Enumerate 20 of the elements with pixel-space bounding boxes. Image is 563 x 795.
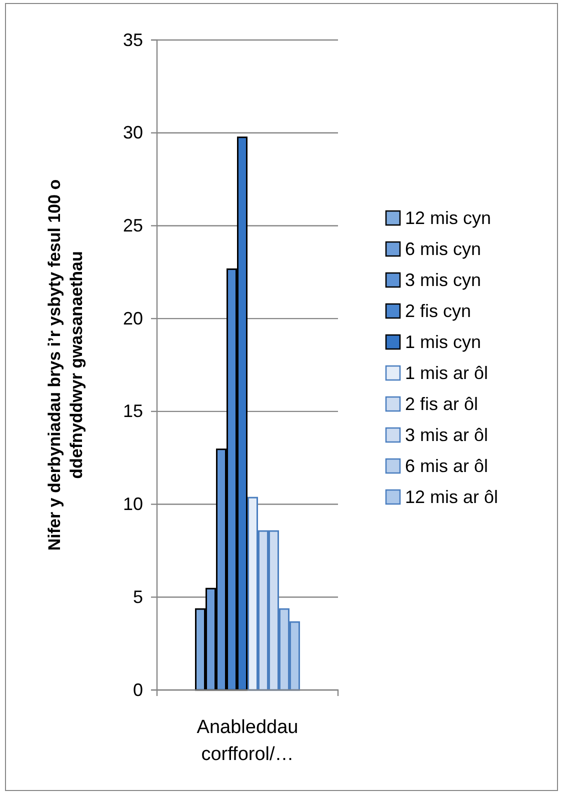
y-tick-label: 5 <box>132 586 143 607</box>
y-tick-label: 10 <box>122 494 143 514</box>
legend-label: 1 mis ar ôl <box>405 363 488 383</box>
legend-label: 12 mis cyn <box>405 208 492 228</box>
legend-label: 1 mis cyn <box>405 332 482 352</box>
y-tick-label: 20 <box>122 308 143 328</box>
legend-label: 3 mis ar ôl <box>405 425 488 445</box>
y-tick-label: 0 <box>132 680 143 700</box>
legend-label: 12 mis ar ôl <box>405 487 498 507</box>
legend-label: 3 mis cyn <box>405 270 482 290</box>
y-tick-label: 25 <box>122 215 143 236</box>
y-tick-label: 30 <box>122 122 143 143</box>
legend-label: 2 fis ar ôl <box>405 394 478 414</box>
x-tick-label: Anableddau corfforol/… <box>196 717 298 765</box>
legend-label: 2 fis cyn <box>405 301 472 321</box>
y-tick-label: 35 <box>122 30 143 50</box>
legend-label: 6 mis ar ôl <box>405 456 488 476</box>
y-axis-title: Nifer y derbyniadau brys i’r ysbyty fesul 100 o ddefnyddwyr gwasanaethau <box>45 179 86 551</box>
y-tick-label: 15 <box>122 401 143 422</box>
legend-label: 6 mis cyn <box>405 239 482 259</box>
